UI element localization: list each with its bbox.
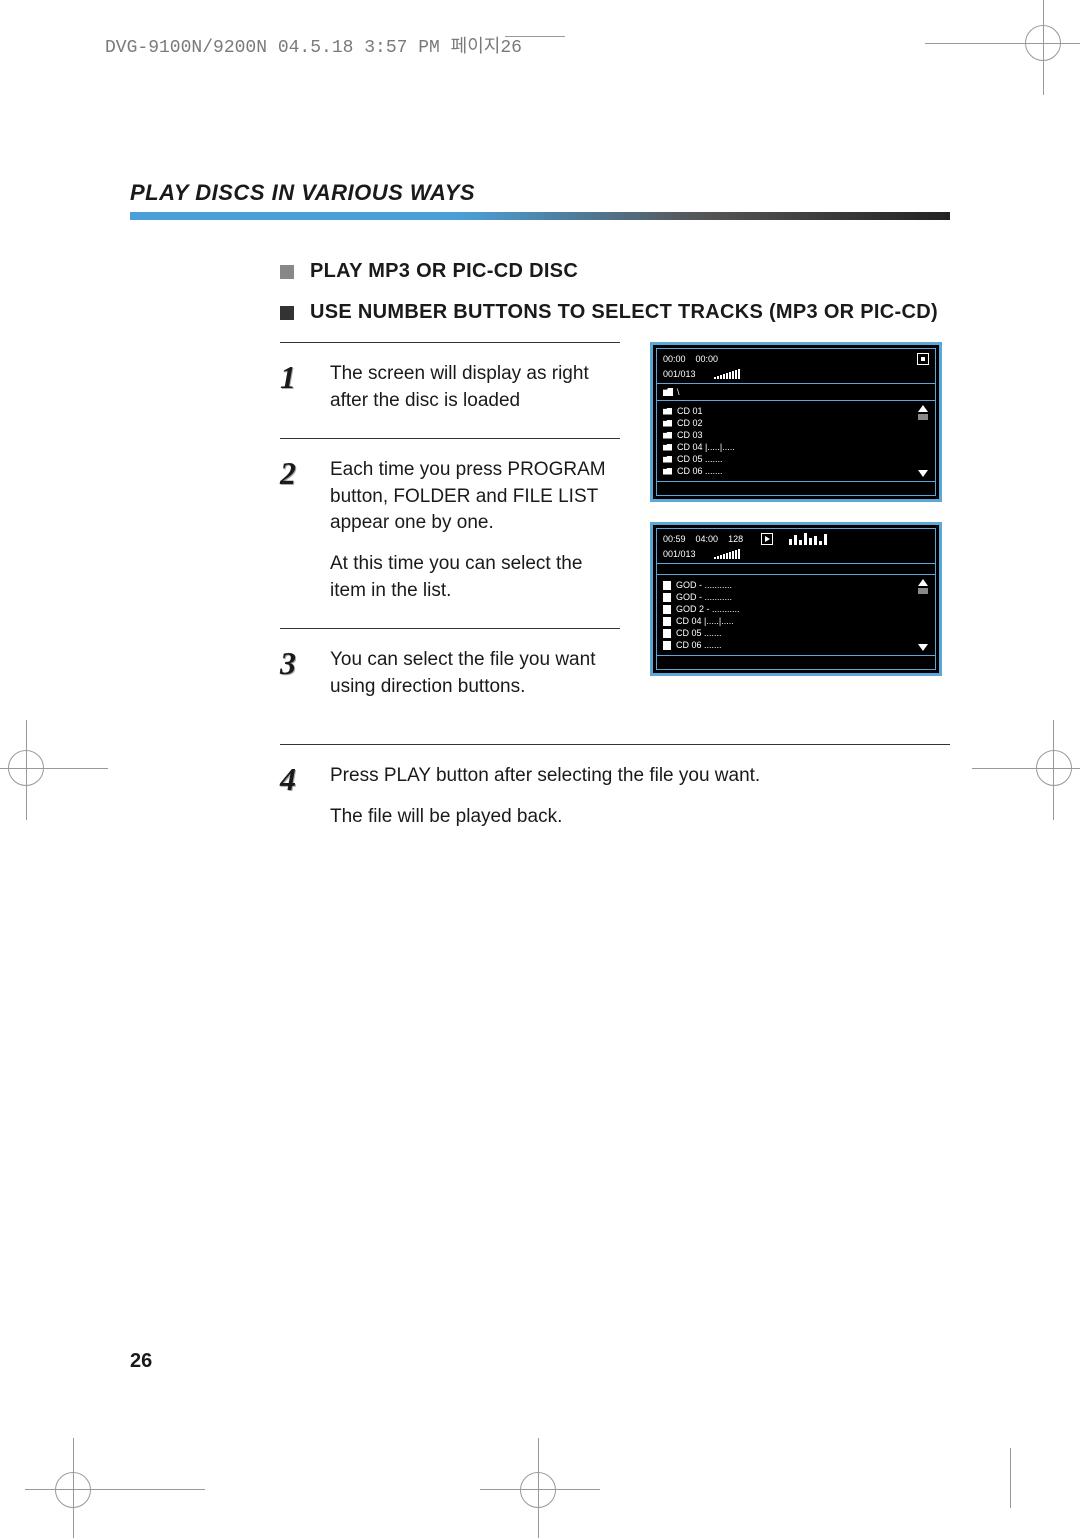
play-icon xyxy=(761,533,773,545)
folder-icon xyxy=(663,432,672,439)
file-icon xyxy=(663,617,671,626)
divider-bar xyxy=(130,212,950,220)
folder-icon xyxy=(663,456,672,463)
list-item: CD 05 ....... xyxy=(663,453,917,465)
track-counter: 001/013 xyxy=(663,549,696,559)
time-total: 00:00 xyxy=(696,354,719,364)
file-icon xyxy=(663,629,671,638)
folder-icon xyxy=(663,444,672,451)
time-total: 04:00 xyxy=(696,534,719,544)
signal-bars-icon xyxy=(714,369,740,379)
step-text: The screen will display as right after t… xyxy=(330,361,620,414)
folder-icon xyxy=(663,420,672,427)
root-path: \ xyxy=(677,387,680,397)
step-1: 1 The screen will display as right after… xyxy=(280,342,620,438)
list-item: CD 06 ....... xyxy=(663,639,917,651)
step-number: 3 xyxy=(280,647,330,700)
page-content: PLAY DISCS IN VARIOUS WAYS PLAY MP3 OR P… xyxy=(130,180,950,855)
path-bar: \ xyxy=(657,383,935,401)
page-number: 26 xyxy=(130,1350,152,1373)
steps-column: 1 The screen will display as right after… xyxy=(280,342,620,724)
section-title: PLAY DISCS IN VARIOUS WAYS xyxy=(130,180,950,206)
scrollbar xyxy=(917,405,929,477)
list-item: CD 02 xyxy=(663,417,917,429)
equalizer-icon xyxy=(789,533,827,545)
list-item: CD 06 ....... xyxy=(663,465,917,477)
scroll-down-icon xyxy=(918,470,928,477)
path-bar xyxy=(657,563,935,575)
list-item: GOD - ........... xyxy=(663,579,917,591)
folder-icon xyxy=(663,468,672,475)
scrollbar xyxy=(917,579,929,651)
scroll-thumb xyxy=(918,588,928,594)
bitrate: 128 xyxy=(728,534,743,544)
subheading-2: USE NUMBER BUTTONS TO SELECT TRACKS (MP3… xyxy=(280,301,950,324)
step-number: 1 xyxy=(280,361,330,414)
subheading-1: PLAY MP3 OR PIC-CD DISC xyxy=(280,260,950,283)
step-3: 3 You can select the file you want using… xyxy=(280,628,620,724)
folder-icon xyxy=(663,408,672,415)
list-item: GOD 2 - ........... xyxy=(663,603,917,615)
doc-header-line: DVG-9100N/9200N 04.5.18 3:57 PM 페이지26 xyxy=(105,32,522,58)
list-item: CD 04 |.....|..... xyxy=(663,615,917,627)
list-item: CD 01 xyxy=(663,405,917,417)
list-item: CD 03 xyxy=(663,429,917,441)
file-icon xyxy=(663,593,671,602)
square-bullet-icon xyxy=(280,265,294,279)
file-list: CD 01 CD 02 CD 03 CD 04 |.....|..... CD … xyxy=(663,405,917,477)
step-text: You can select the file you want using d… xyxy=(330,647,620,700)
step-number: 4 xyxy=(280,763,330,830)
step-4: 4 Press PLAY button after selecting the … xyxy=(280,744,950,854)
subheading-2-text: USE NUMBER BUTTONS TO SELECT TRACKS (MP3… xyxy=(310,301,938,324)
file-icon xyxy=(663,605,671,614)
step-text: Press PLAY button after selecting the fi… xyxy=(330,763,760,830)
step-2: 2 Each time you press PROGRAM button, FO… xyxy=(280,438,620,628)
screen-preview-2: 00:59 04:00 128 001/013 xyxy=(650,522,942,676)
folder-icon xyxy=(663,388,673,396)
scroll-up-icon xyxy=(918,405,928,412)
step-text: Each time you press PROGRAM button, FOLD… xyxy=(330,457,620,604)
scroll-thumb xyxy=(918,414,928,420)
scroll-up-icon xyxy=(918,579,928,586)
subheading-1-text: PLAY MP3 OR PIC-CD DISC xyxy=(310,260,578,283)
screen-preview-1: 00:00 00:00 001/013 xyxy=(650,342,942,502)
scroll-down-icon xyxy=(918,644,928,651)
track-counter: 001/013 xyxy=(663,369,696,379)
square-bullet-icon xyxy=(280,306,294,320)
file-icon xyxy=(663,581,671,590)
file-list: GOD - ........... GOD - ........... GOD … xyxy=(663,579,917,651)
signal-bars-icon xyxy=(714,549,740,559)
list-item: CD 05 ....... xyxy=(663,627,917,639)
step-number: 2 xyxy=(280,457,330,604)
time-elapsed: 00:59 xyxy=(663,534,686,544)
screenshots-column: 00:00 00:00 001/013 xyxy=(650,342,950,724)
file-icon xyxy=(663,641,671,650)
stop-icon xyxy=(917,353,929,365)
list-item: CD 04 |.....|..... xyxy=(663,441,917,453)
time-elapsed: 00:00 xyxy=(663,354,686,364)
